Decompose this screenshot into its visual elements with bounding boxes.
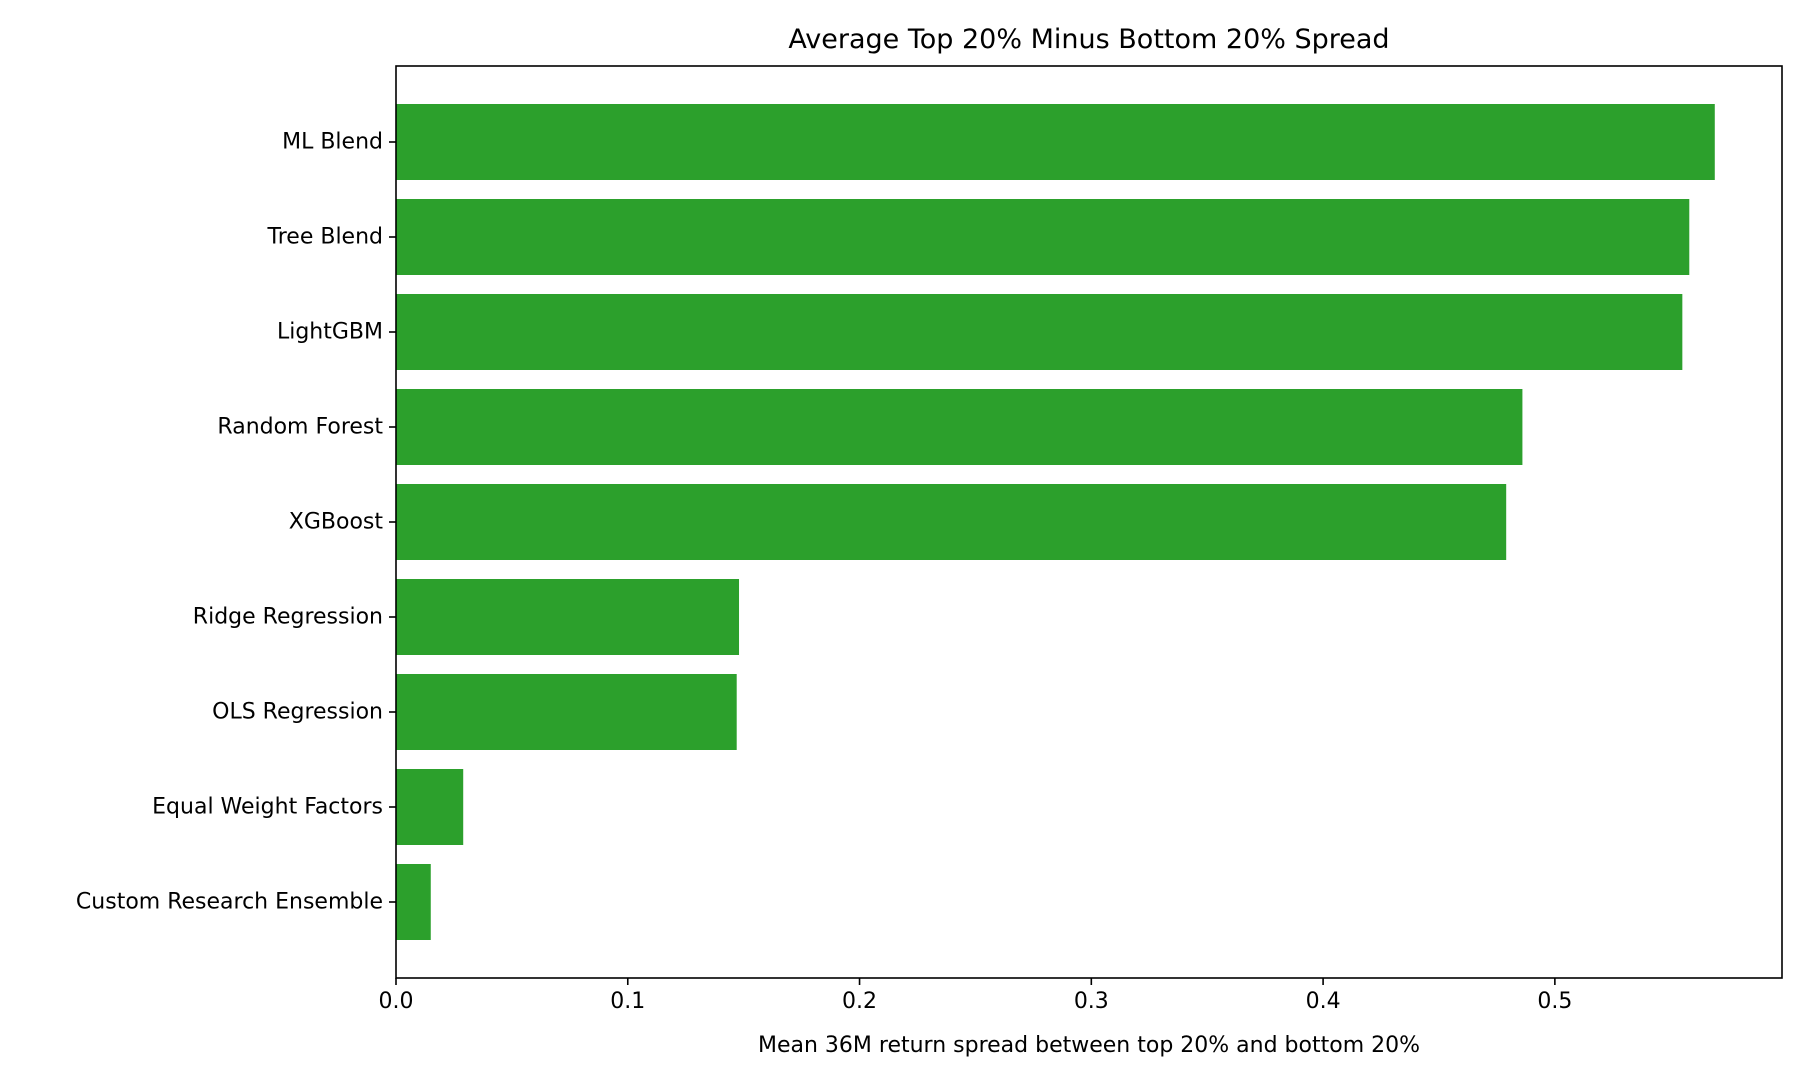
bar-xgboost [396,484,1507,560]
x-tick-label: 0.3 [1074,989,1109,1014]
y-tick-label: ML Blend [282,130,383,155]
y-tick-label: Tree Blend [267,225,383,250]
x-tick-label: 0.0 [379,989,414,1014]
x-axis-ticks: 0.0 0.1 0.2 0.3 0.4 0.5 [379,978,1572,1014]
x-axis-label: Mean 36M return spread between top 20% a… [758,1033,1420,1058]
x-tick-label: 0.1 [610,989,645,1014]
plot-frame [395,65,1783,979]
x-tick-label: 0.5 [1537,989,1572,1014]
y-tick-label: OLS Regression [212,700,383,725]
y-tick-label: Ridge Regression [193,605,383,630]
y-tick-label: Random Forest [217,415,383,440]
y-tick-label: XGBoost [289,510,384,535]
y-tick-label: LightGBM [277,320,383,345]
bar-custom-research-ensemble [396,864,431,940]
x-tick-label: 0.4 [1306,989,1341,1014]
bar-lightgbm [396,294,1683,370]
bar-equal-weight-factors [396,769,464,845]
bar-ridge-regression [396,579,740,655]
y-axis-ticks: ML Blend Tree Blend LightGBM Random Forest X… [76,130,396,915]
bar-ml-blend [396,104,1715,180]
y-tick-label: Equal Weight Factors [152,795,383,820]
chart-title: Average Top 20% Minus Bottom 20% Spread [788,24,1389,55]
bar-random-forest [396,389,1523,465]
bars-group [396,104,1715,940]
x-tick-label: 0.2 [842,989,877,1014]
y-tick-label: Custom Research Ensemble [76,890,383,915]
bar-tree-blend [396,199,1690,275]
bar-ols-regression [396,674,737,750]
